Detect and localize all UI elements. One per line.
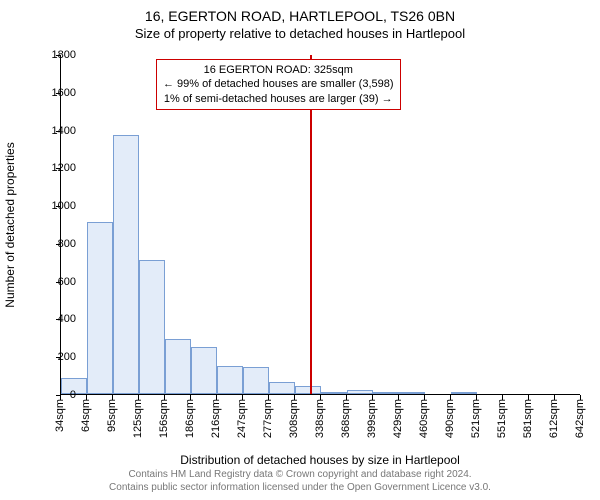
x-tick-label: 642sqm	[574, 399, 586, 438]
x-tick-label: 399sqm	[366, 399, 378, 438]
x-tick-label: 368sqm	[340, 399, 352, 438]
annotation-line1: 16 EGERTON ROAD: 325sqm	[163, 63, 394, 77]
histogram-bar	[243, 367, 269, 394]
x-tick-label: 429sqm	[392, 399, 404, 438]
histogram-bar	[269, 382, 295, 394]
footer-attribution: Contains HM Land Registry data © Crown c…	[0, 468, 600, 494]
x-tick-label: 551sqm	[496, 399, 508, 438]
y-tick-label: 1000	[36, 200, 76, 212]
histogram-bar	[347, 390, 373, 394]
histogram-bar	[217, 366, 243, 394]
annotation-box: 16 EGERTON ROAD: 325sqm← 99% of detached…	[156, 59, 401, 110]
x-tick-label: 156sqm	[158, 399, 170, 438]
x-tick-label: 95sqm	[106, 399, 118, 432]
histogram-bar	[87, 222, 113, 394]
y-axis-label: Number of detached properties	[3, 142, 17, 307]
chart-container: 16, EGERTON ROAD, HARTLEPOOL, TS26 0BN S…	[0, 0, 600, 500]
y-tick-label: 0	[36, 389, 76, 401]
y-tick-label: 800	[36, 238, 76, 250]
x-tick-label: 216sqm	[210, 399, 222, 438]
annotation-line2: ← 99% of detached houses are smaller (3,…	[163, 77, 394, 91]
x-tick-label: 460sqm	[418, 399, 430, 438]
y-tick-label: 1600	[36, 87, 76, 99]
x-tick-label: 338sqm	[314, 399, 326, 438]
x-tick-label: 612sqm	[548, 399, 560, 438]
x-tick-label: 125sqm	[132, 399, 144, 438]
y-tick-label: 600	[36, 276, 76, 288]
x-tick-label: 64sqm	[80, 399, 92, 432]
histogram-bar	[191, 347, 217, 394]
x-tick-label: 186sqm	[184, 399, 196, 438]
x-axis-label: Distribution of detached houses by size …	[60, 453, 580, 467]
y-tick-label: 1200	[36, 162, 76, 174]
x-tick-label: 247sqm	[236, 399, 248, 438]
plot-area: 16 EGERTON ROAD: 325sqm← 99% of detached…	[60, 55, 580, 395]
x-tick-label: 277sqm	[262, 399, 274, 438]
histogram-bar	[399, 392, 425, 394]
histogram-bar	[451, 392, 477, 394]
y-tick-label: 400	[36, 313, 76, 325]
y-tick-label: 200	[36, 351, 76, 363]
chart-title: 16, EGERTON ROAD, HARTLEPOOL, TS26 0BN	[0, 0, 600, 24]
x-tick-label: 490sqm	[444, 399, 456, 438]
histogram-bar	[321, 392, 347, 394]
annotation-line3: 1% of semi-detached houses are larger (3…	[163, 92, 394, 106]
footer-line1: Contains HM Land Registry data © Crown c…	[0, 468, 600, 481]
x-tick-label: 581sqm	[522, 399, 534, 438]
plot-wrap: Number of detached properties 16 EGERTON…	[60, 55, 580, 395]
x-tick-label: 521sqm	[470, 399, 482, 438]
histogram-bar	[165, 339, 191, 394]
histogram-bar	[373, 392, 399, 394]
histogram-bar	[139, 260, 165, 394]
y-tick-label: 1800	[36, 49, 76, 61]
histogram-bar	[295, 386, 321, 395]
chart-subtitle: Size of property relative to detached ho…	[0, 24, 600, 41]
footer-line2: Contains public sector information licen…	[0, 481, 600, 494]
x-tick-label: 34sqm	[54, 399, 66, 432]
histogram-bar	[113, 135, 139, 394]
x-tick-label: 308sqm	[288, 399, 300, 438]
y-tick-label: 1400	[36, 125, 76, 137]
